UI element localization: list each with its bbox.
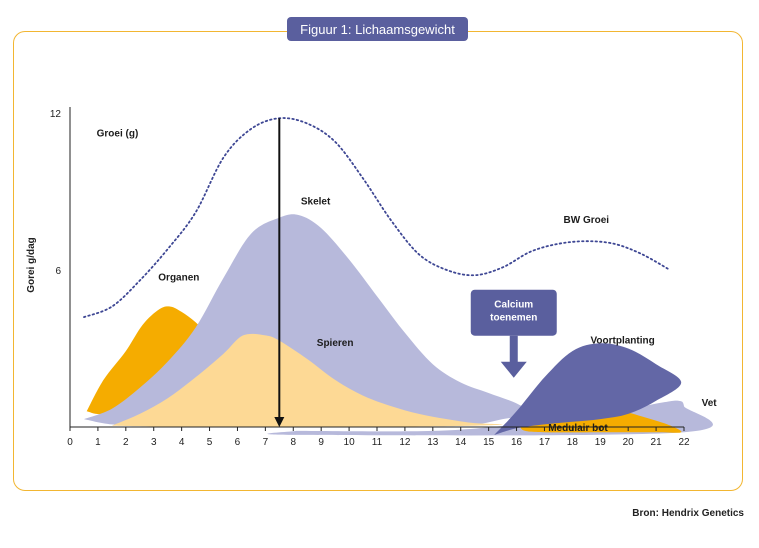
series-area-spieren xyxy=(111,333,503,427)
label-skelet: Skelet xyxy=(301,197,331,208)
calcium-down-arrow xyxy=(500,335,527,378)
x-tick-label-9: 9 xyxy=(318,437,324,448)
x-tick-label-2: 2 xyxy=(123,437,129,448)
calcium-label-line-1: Calcium xyxy=(494,300,533,311)
series-area-voortplanting xyxy=(494,343,682,435)
x-tick-label-10: 10 xyxy=(344,437,356,448)
y-tick-label-12: 12 xyxy=(50,109,62,120)
label-voortplanting: Voortplanting xyxy=(590,335,654,346)
figure-title: Figuur 1: Lichaamsgewicht xyxy=(287,17,468,41)
label-groei-g: Groei (g) xyxy=(97,129,139,140)
y-tick-label-6: 6 xyxy=(55,266,61,277)
x-tick-label-22: 22 xyxy=(678,437,690,448)
x-tick-label-4: 4 xyxy=(179,437,185,448)
label-medulair-bot: Medulair bot xyxy=(548,423,608,434)
calcium-box xyxy=(470,289,557,336)
x-tick-label-16: 16 xyxy=(511,437,523,448)
series-line-bw-groei xyxy=(83,117,671,318)
label-spieren: Spieren xyxy=(317,338,354,349)
x-tick-label-15: 15 xyxy=(483,437,495,448)
x-tick-label-8: 8 xyxy=(290,437,296,448)
label-vet: Vet xyxy=(702,398,718,409)
x-tick-label-14: 14 xyxy=(455,437,467,448)
x-tick-label-20: 20 xyxy=(623,437,635,448)
marker-arrowhead xyxy=(274,417,285,427)
calcium-label-line-2: toenemen xyxy=(490,313,537,324)
x-tick-label-19: 19 xyxy=(595,437,607,448)
x-tick-label-5: 5 xyxy=(207,437,213,448)
x-tick-label-0: 0 xyxy=(67,437,73,448)
label-organen: Organen xyxy=(158,272,199,283)
series-area-skelet xyxy=(84,214,531,426)
source-note: Bron: Hendrix Genetics xyxy=(632,508,744,519)
x-tick-label-1: 1 xyxy=(95,437,101,448)
x-tick-label-6: 6 xyxy=(235,437,241,448)
x-tick-label-3: 3 xyxy=(151,437,157,448)
series-area-organen xyxy=(86,306,210,415)
x-tick-label-17: 17 xyxy=(539,437,551,448)
label-bw-groei: BW Groei xyxy=(564,215,610,226)
y-axis-label: Gorei g/dag xyxy=(26,237,37,293)
x-tick-label-13: 13 xyxy=(427,437,439,448)
x-tick-label-11: 11 xyxy=(372,437,383,448)
x-tick-label-12: 12 xyxy=(399,437,411,448)
x-tick-label-21: 21 xyxy=(651,437,663,448)
x-tick-label-7: 7 xyxy=(263,437,269,448)
x-tick-label-18: 18 xyxy=(567,437,579,448)
